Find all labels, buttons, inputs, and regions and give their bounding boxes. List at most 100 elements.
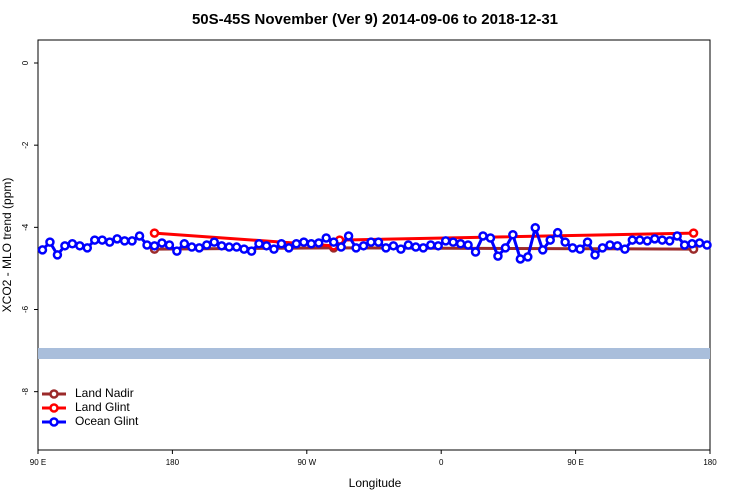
point [104, 237, 115, 247]
x-axis-label: Longitude [349, 476, 402, 490]
point [440, 236, 451, 246]
point [261, 241, 272, 251]
point [201, 240, 212, 250]
point [470, 247, 481, 257]
point [433, 241, 443, 251]
point [672, 231, 682, 241]
point [149, 241, 160, 251]
point [552, 227, 563, 238]
y-tick-label: -8 [21, 388, 30, 396]
point [209, 237, 219, 247]
point [575, 244, 585, 254]
point [664, 236, 675, 246]
legend-label: Land Glint [75, 400, 130, 414]
x-tick-label: 90 W [297, 458, 316, 467]
point [306, 239, 317, 249]
point [343, 231, 354, 241]
point [649, 234, 660, 244]
point [291, 239, 302, 249]
point [67, 239, 78, 249]
y-tick-label: 0 [21, 60, 30, 65]
point [642, 236, 653, 246]
point [231, 242, 242, 252]
point [448, 237, 458, 247]
point [478, 231, 488, 241]
y-tick-label: -2 [21, 141, 30, 149]
point [328, 237, 339, 247]
point [687, 239, 697, 249]
point [276, 239, 287, 249]
x-tick-label: 180 [166, 458, 180, 467]
legend-label: Land Nadir [75, 386, 134, 400]
y-tick-label: -4 [21, 223, 30, 231]
point [582, 237, 593, 247]
point [688, 228, 699, 238]
point [500, 243, 511, 253]
point [523, 252, 533, 262]
point [179, 239, 190, 249]
point [366, 237, 376, 247]
x-tick-label: 90 E [30, 458, 46, 467]
point [313, 238, 324, 248]
point [515, 254, 526, 264]
point [254, 239, 264, 249]
x-tick-label: 90 E [567, 458, 583, 467]
point [612, 241, 623, 251]
point [142, 240, 152, 250]
point [418, 243, 429, 253]
point [119, 236, 130, 246]
legend-marker [49, 403, 59, 413]
point [269, 244, 279, 254]
point [45, 237, 55, 247]
point [149, 228, 160, 238]
point [97, 235, 107, 245]
point [351, 243, 361, 253]
point [605, 240, 615, 250]
point [694, 238, 705, 248]
point [425, 240, 436, 250]
chart-title: 50S-45S November (Ver 9) 2014-09-06 to 2… [192, 11, 558, 28]
x-tick-label: 0 [439, 458, 444, 467]
point [463, 240, 473, 250]
point [627, 235, 638, 245]
point [545, 235, 555, 245]
point [493, 251, 503, 261]
point [216, 241, 227, 251]
point [530, 222, 541, 233]
point [679, 240, 690, 250]
ocean-band [38, 348, 710, 359]
y-axis-label: XCO2 - MLO trend (ppm) [0, 178, 14, 313]
point [164, 240, 175, 250]
point [37, 245, 48, 255]
point [396, 244, 406, 254]
point [590, 250, 600, 260]
point [112, 234, 122, 244]
point [194, 243, 205, 253]
point [411, 242, 421, 252]
legend-marker [49, 417, 59, 427]
point [358, 241, 369, 251]
legend-label: Ocean Glint [75, 414, 139, 428]
point [702, 240, 712, 250]
point [635, 235, 645, 245]
point [239, 244, 249, 254]
point [455, 239, 466, 249]
point [381, 243, 391, 253]
point [597, 243, 608, 253]
point [246, 246, 257, 256]
point [299, 237, 309, 247]
point [321, 233, 331, 243]
point [537, 245, 548, 255]
point [485, 233, 496, 243]
point [75, 241, 85, 251]
x-tick-label: 180 [703, 458, 717, 467]
point [388, 241, 399, 251]
point [657, 235, 667, 245]
point [89, 235, 100, 245]
point [224, 242, 234, 252]
point [284, 243, 294, 253]
point [403, 240, 414, 250]
point [82, 243, 93, 253]
point [508, 229, 518, 240]
point [187, 242, 197, 252]
